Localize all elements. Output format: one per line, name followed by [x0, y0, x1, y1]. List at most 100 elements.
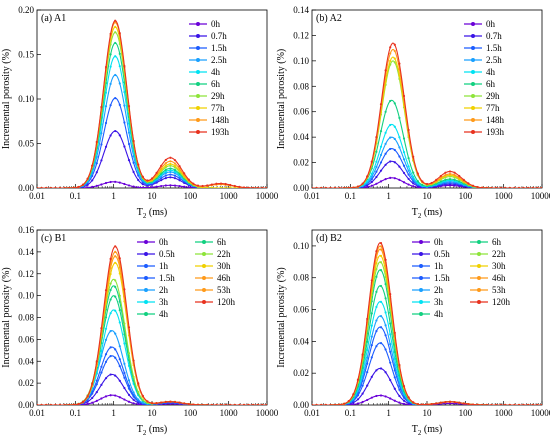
panel-1-series-point [123, 90, 126, 94]
panel-4-legend-marker [477, 276, 481, 280]
panel-1-series-point [229, 186, 232, 188]
panel-4-series-point [398, 394, 401, 398]
panel-1-series-point [127, 184, 131, 187]
panel-1-series-point [233, 184, 236, 188]
panel-1-series-point [137, 186, 140, 188]
panel-4-y-tick-label: 0.06 [293, 305, 309, 315]
panel-1-y-axis-title: Incremental porosity (%) [1, 49, 12, 150]
panel-3-series-point [127, 393, 131, 396]
panel-1-series-point [109, 82, 112, 85]
panel-4-series-point [393, 387, 396, 390]
panel-2-legend-label: 148h [486, 115, 505, 125]
panel-1-series-point [146, 186, 149, 188]
panel-2-series-point [407, 157, 410, 160]
panel-1-series-point [219, 186, 223, 188]
panel-3-series-point [132, 402, 135, 405]
panel-3-series-point [141, 398, 144, 401]
panel-1-series-point [123, 182, 126, 186]
panel-1-series-line [37, 31, 267, 188]
panel-2-series-point [439, 180, 442, 183]
panel-3-series-line [37, 245, 267, 405]
panel-4-series-point [366, 398, 369, 402]
panel-3-series-point [109, 312, 112, 315]
panel-2-series-point [416, 180, 419, 183]
panel-4-series-point [393, 364, 396, 367]
panel-4-series-line [312, 261, 542, 405]
panel-3-y-tick-label: 0.14 [18, 247, 34, 257]
panel-2-series-point [393, 148, 396, 152]
panel-4-series-point [375, 345, 378, 348]
panel-4-series-point [444, 400, 447, 404]
panel-3-series-point [127, 352, 131, 355]
panel-1-legend-label: 0.7h [211, 31, 227, 41]
panel-3-y-tick-label: 0.10 [18, 291, 34, 301]
panel-1: 0.01 0.1 1 10 100 1000 10000 0.00 0.05 0.10 0.15 0.… [1, 5, 279, 220]
panel-3-series-point [49, 403, 52, 405]
panel-1-series-line [37, 20, 267, 188]
panel-4-series-point [384, 395, 387, 398]
panel-1-series-point [100, 105, 103, 109]
panel-1-x-tick-label: 10 [148, 191, 158, 201]
panel-4-series-point [343, 402, 346, 405]
panel-4-series-point [393, 357, 396, 361]
panel-3-series-line [37, 355, 267, 405]
panel-4-series-point [536, 403, 539, 405]
panel-2-series-line [312, 99, 542, 188]
panel-1-series-point [118, 32, 121, 35]
panel-3-series-point [104, 289, 108, 292]
panel-4-series-point [384, 297, 387, 300]
panel-2-series-point [384, 142, 387, 145]
panel-2-series-point [421, 183, 424, 187]
panel-4-series-line [312, 326, 542, 405]
panel-4-legend-marker [477, 288, 481, 292]
panel-1-series-point [132, 170, 135, 174]
panel-4-series-point [379, 300, 383, 303]
panel-1-series-point [173, 172, 177, 175]
panel-1-legend-marker [196, 58, 200, 62]
panel-3-series-point [114, 285, 117, 288]
panel-2-series-point [448, 170, 452, 173]
panel-2-series-point [315, 186, 318, 188]
panel-2-x-tick-label: 1 [386, 191, 391, 201]
panel-3-series-point [123, 386, 126, 390]
panel-4-y-tick-label: 0.10 [293, 241, 309, 251]
panel-4-series-point [338, 403, 341, 405]
panel-2-series-point [458, 174, 461, 178]
panel-4-series-point [370, 312, 373, 315]
panel-1-series-point [173, 174, 177, 177]
panel-2-series-point [366, 180, 369, 183]
panel-2-y-tick-label: 0.02 [293, 158, 309, 168]
panel-1-series-point [206, 186, 209, 188]
panel-1-series-point [247, 186, 250, 188]
panel-3-series-point [118, 396, 121, 399]
panel-4-legend-label: 1.5h [434, 273, 450, 283]
panel-2: 0.01 0.1 1 10 100 1000 10000 0.00 0.02 0.04 0.06 0.… [276, 5, 550, 220]
panel-3-series-point [127, 400, 131, 403]
panel-4-series-point [384, 282, 387, 286]
panel-2-series-point [453, 171, 456, 174]
panel-3-series-line [37, 346, 267, 405]
panel-2-legend-label: 29h [486, 91, 500, 101]
panel-1-series-point [160, 164, 163, 167]
panel-1-legend-label: 148h [211, 115, 230, 125]
panel-2-series-point [370, 172, 373, 175]
panel-3-y-tick-label: 0.08 [18, 313, 34, 323]
panel-1-x-tick-label: 100 [184, 191, 198, 201]
panel-3-series-line [37, 309, 267, 405]
panel-1-series-point [114, 129, 117, 133]
panel-2-series-point [356, 185, 360, 188]
panel-1-legend-marker [196, 22, 200, 26]
panel-4-series-point [379, 261, 383, 264]
panel-2-series-point [540, 186, 542, 188]
panel-2-series-point [389, 123, 392, 127]
panel-3-series-point [100, 371, 103, 374]
panel-1-series-point [114, 73, 117, 77]
panel-4-legend-label: 0.5h [434, 249, 450, 259]
panel-3-series-point [118, 379, 121, 382]
panel-3-series-point [261, 403, 264, 405]
panel-1-series-point [164, 174, 167, 177]
panel-3-series-point [242, 403, 246, 405]
panel-1-series-point [54, 186, 57, 188]
panel-3-series-point [114, 279, 117, 282]
panel-1-legend-marker [196, 46, 200, 50]
